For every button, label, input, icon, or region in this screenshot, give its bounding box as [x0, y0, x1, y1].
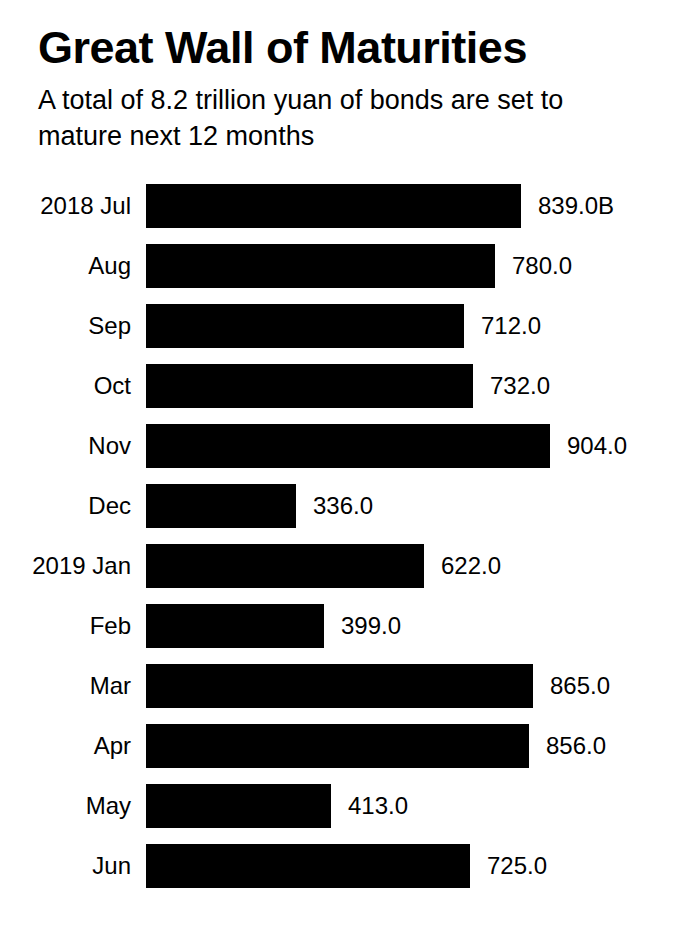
category-label: Sep — [0, 312, 131, 340]
bar-row: Nov 904.0 — [0, 424, 700, 468]
bar — [146, 544, 424, 588]
value-label: 780.0 — [512, 252, 572, 280]
bar — [146, 724, 529, 768]
bar-row: 2018 Jul 839.0B — [0, 184, 700, 228]
value-label: 622.0 — [441, 552, 501, 580]
value-label: 904.0 — [567, 432, 627, 460]
value-label: 725.0 — [487, 852, 547, 880]
category-label: Oct — [0, 372, 131, 400]
value-label: 712.0 — [481, 312, 541, 340]
category-label: 2019 Jan — [0, 552, 131, 580]
bar-row: Dec 336.0 — [0, 484, 700, 528]
bar — [146, 844, 470, 888]
category-label: Aug — [0, 252, 131, 280]
value-label: 856.0 — [546, 732, 606, 760]
bar-row: May 413.0 — [0, 784, 700, 828]
category-label: Feb — [0, 612, 131, 640]
bar — [146, 784, 331, 828]
chart-title: Great Wall of Maturities — [38, 24, 668, 72]
bar-row: Apr 856.0 — [0, 724, 700, 768]
bar-chart: 2018 Jul 839.0B Aug 780.0 Sep 712.0 Oct … — [0, 184, 700, 904]
category-label: Nov — [0, 432, 131, 460]
value-label: 336.0 — [313, 492, 373, 520]
bar — [146, 184, 521, 228]
category-label: Mar — [0, 672, 131, 700]
value-label: 413.0 — [348, 792, 408, 820]
bar-row: Jun 725.0 — [0, 844, 700, 888]
chart-canvas: Great Wall of Maturities A total of 8.2 … — [0, 0, 700, 940]
bar — [146, 664, 533, 708]
bar-row: Mar 865.0 — [0, 664, 700, 708]
bar — [146, 244, 495, 288]
bar — [146, 484, 296, 528]
bar — [146, 424, 550, 468]
bar-row: Feb 399.0 — [0, 604, 700, 648]
category-label: Apr — [0, 732, 131, 760]
category-label: 2018 Jul — [0, 192, 131, 220]
chart-header: Great Wall of Maturities A total of 8.2 … — [38, 24, 668, 154]
bar-row: Aug 780.0 — [0, 244, 700, 288]
value-label: 865.0 — [550, 672, 610, 700]
value-label: 732.0 — [490, 372, 550, 400]
bar — [146, 304, 464, 348]
value-label: 399.0 — [341, 612, 401, 640]
bar — [146, 364, 473, 408]
bar-row: Sep 712.0 — [0, 304, 700, 348]
bar-row: 2019 Jan 622.0 — [0, 544, 700, 588]
bar-row: Oct 732.0 — [0, 364, 700, 408]
category-label: Jun — [0, 852, 131, 880]
category-label: May — [0, 792, 131, 820]
bar — [146, 604, 324, 648]
value-label: 839.0B — [538, 192, 614, 220]
chart-subtitle: A total of 8.2 trillion yuan of bonds ar… — [38, 82, 600, 154]
category-label: Dec — [0, 492, 131, 520]
